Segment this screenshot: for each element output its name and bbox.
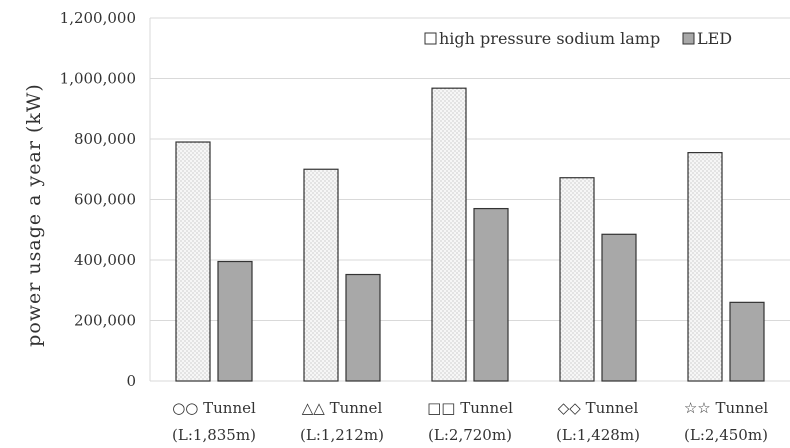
legend: high pressure sodium lamp LED [424, 29, 732, 48]
y-tick-label: 400,000 [74, 251, 136, 269]
x-category-label: □□ Tunnel [427, 399, 513, 417]
legend-swatch-led [682, 32, 695, 45]
bar-sodium [559, 177, 595, 382]
legend-label-sodium: high pressure sodium lamp [439, 29, 660, 48]
x-category-label: △△ Tunnel [302, 399, 383, 417]
gridlines [149, 17, 790, 382]
bar-led [729, 301, 765, 382]
y-tick-label: 1,000,000 [60, 70, 136, 88]
x-category-length-label: (L:1,428m) [556, 426, 640, 444]
bar-sodium [175, 141, 211, 382]
bar-led [473, 207, 509, 382]
y-tick-label: 0 [126, 372, 136, 390]
x-category-length-label: (L:1,835m) [172, 426, 256, 444]
x-category-label: ○○ Tunnel [172, 399, 256, 417]
bar-sodium [687, 152, 723, 382]
bar-led [601, 233, 637, 382]
bar-sodium [303, 168, 339, 382]
bar-led [217, 260, 253, 382]
bar-led [345, 273, 381, 382]
bars [175, 87, 765, 382]
y-tick-label: 800,000 [74, 130, 136, 148]
y-tick-label: 600,000 [74, 191, 136, 209]
legend-label-led: LED [697, 29, 732, 48]
y-axis-label: power usage a year (kW) [23, 83, 45, 347]
x-category-label: ◇◇ Tunnel [558, 399, 639, 417]
x-axis-categories: ○○ Tunnel (L:1,835m) △△ Tunnel (L:1,212m) □□… [172, 399, 768, 444]
y-tick-label: 200,000 [74, 312, 136, 330]
legend-swatch-sodium [424, 32, 437, 45]
x-category-length-label: (L:2,720m) [428, 426, 512, 444]
x-category-label: ☆☆ Tunnel [684, 399, 769, 417]
y-tick-label: 1,200,000 [60, 9, 136, 27]
y-axis-ticks: 0 200,000 400,000 600,000 800,000 1,000,000 1,… [60, 9, 136, 390]
x-category-length-label: (L:1,212m) [300, 426, 384, 444]
x-category-length-label: (L:2,450m) [684, 426, 768, 444]
bar-sodium [431, 87, 467, 382]
